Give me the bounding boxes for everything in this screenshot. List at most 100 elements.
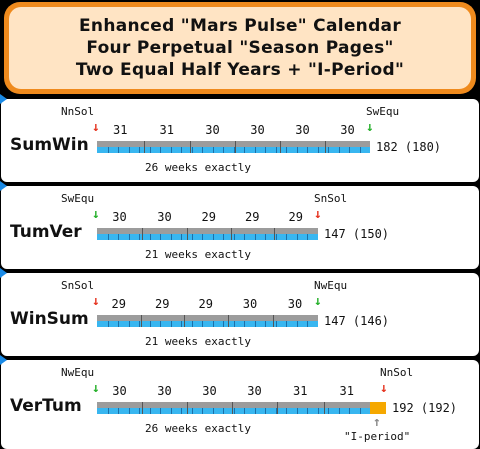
week-tick [265,147,266,153]
week-tick [181,147,182,153]
title-banner: Enhanced "Mars Pulse" Calendar Four Perp… [4,2,476,94]
green-down-arrow-icon: ↓ [366,120,374,135]
month-divider [231,228,232,240]
week-tick [192,147,193,153]
week-tick [160,408,161,414]
week-tick [349,408,350,414]
month-divider [144,141,145,153]
week-tick [108,408,109,414]
week-tick [213,408,214,414]
month-length: 31 [293,384,308,398]
week-tick [307,408,308,414]
marker-left-icon [0,181,7,191]
week-tick [139,408,140,414]
start-marker-label: NnSol [61,105,95,118]
month-divider [273,315,274,327]
season-bar-gray [97,402,370,408]
week-tick [339,147,340,153]
month-divider [190,141,191,153]
season-bar-gray [97,315,318,321]
week-tick [181,234,182,240]
month-divider [141,315,142,327]
green-down-arrow-icon: ↓ [314,294,322,309]
red-down-arrow-icon: ↓ [92,120,100,135]
week-tick [171,234,172,240]
title-line-3: Two Equal Half Years + "I-Period" [75,60,405,80]
week-tick [108,147,109,153]
week-tick [139,321,140,327]
week-tick [234,234,235,240]
month-length: 31 [339,384,354,398]
week-tick [286,408,287,414]
season-bar [97,315,318,327]
week-tick [139,234,140,240]
month-divider [232,402,233,414]
green-down-arrow-icon: ↓ [92,381,100,396]
month-divider [235,141,236,153]
end-marker-label: SwEqu [366,105,400,118]
start-marker-label: SnSol [61,279,95,292]
week-tick [160,321,161,327]
week-tick [171,408,172,414]
week-tick [223,321,224,327]
week-tick [297,408,298,414]
month-length: 30 [242,297,258,311]
week-tick [255,408,256,414]
week-tick [223,147,224,153]
month-length: 30 [112,210,127,224]
title-line-2: Four Perpetual "Season Pages" [86,38,394,58]
week-tick [234,321,235,327]
week-tick [181,321,182,327]
week-tick [276,234,277,240]
week-tick [244,321,245,327]
week-tick [118,147,119,153]
end-marker-label: SnSol [314,192,348,205]
season-panel-sumwin: SumWin NnSol ↓ 31 31 30 30 30 30 SwEqu ↓ 182 (180) 2… [1,99,479,182]
week-tick [213,234,214,240]
week-tick [108,234,109,240]
week-tick [108,321,109,327]
season-total-days: 147 (150) [324,227,390,241]
season-bar-gray [97,228,318,234]
iperiod-block [370,402,386,414]
week-tick [192,408,193,414]
week-tick [202,147,203,153]
week-tick [328,408,329,414]
season-total-days: 147 (146) [324,314,390,328]
month-divider [187,228,188,240]
month-length: 30 [250,123,265,137]
week-tick [265,234,266,240]
week-tick [307,321,308,327]
week-tick [297,321,298,327]
week-tick [118,234,119,240]
month-length: 29 [198,297,213,311]
red-down-arrow-icon: ↓ [92,294,100,309]
week-tick [244,408,245,414]
start-marker-label: NwEqu [61,366,95,379]
week-tick [244,234,245,240]
week-tick [171,147,172,153]
month-length: 30 [202,384,217,398]
week-tick [223,234,224,240]
season-name: SumWin [10,135,89,155]
month-divider [142,402,143,414]
week-tick [307,147,308,153]
week-tick [328,147,329,153]
season-name: VerTum [10,396,82,416]
month-divider [184,315,185,327]
season-bar-blue [97,147,370,153]
season-panel-winsum: WinSum SnSol ↓ 29 29 29 30 30 NwEqu ↓ 147 (146) 21 … [1,273,479,356]
week-tick [202,408,203,414]
week-tick [276,408,277,414]
week-tick [286,147,287,153]
week-tick [223,408,224,414]
week-tick [349,147,350,153]
month-length: 31 [113,123,128,137]
week-tick [265,321,266,327]
marker-left-icon [0,94,7,104]
week-tick [307,234,308,240]
weeks-label: 26 weeks exactly [145,161,251,174]
month-divider [325,141,326,153]
week-tick [150,321,151,327]
month-divider [280,141,281,153]
